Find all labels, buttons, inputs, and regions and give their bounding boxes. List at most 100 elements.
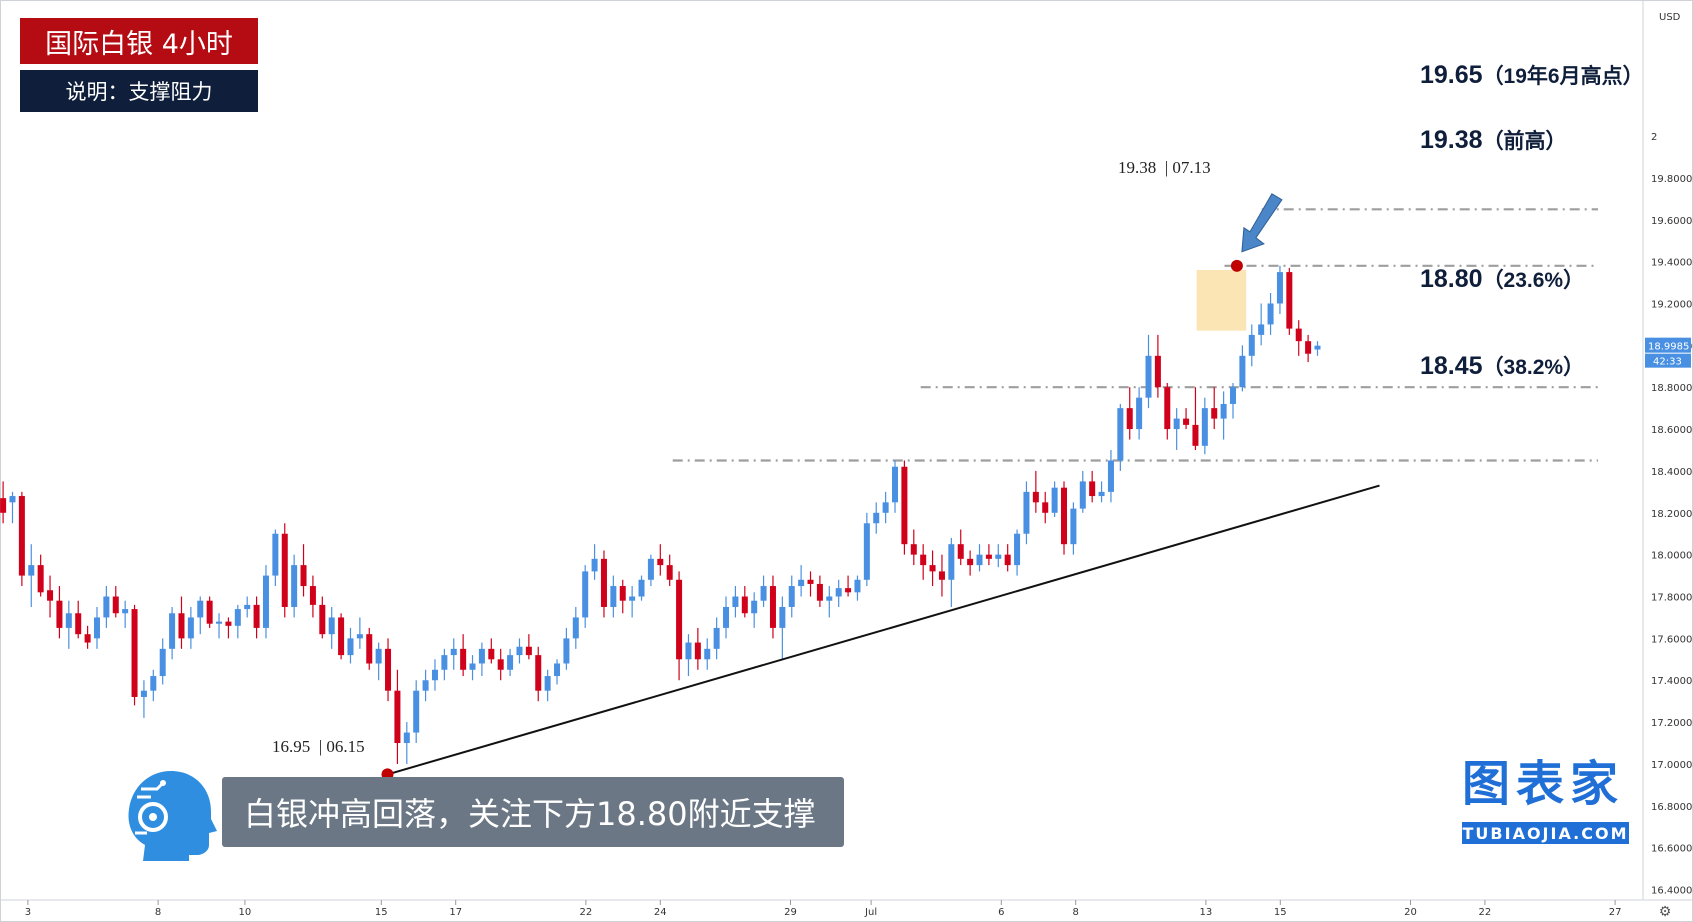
candle — [713, 617, 720, 660]
candle — [1258, 303, 1265, 346]
robot-head-icon — [128, 771, 217, 861]
candle — [1286, 267, 1293, 335]
candle — [497, 648, 504, 681]
candle — [1098, 481, 1105, 503]
candle — [873, 502, 880, 534]
candle-body — [788, 586, 795, 607]
candle — [1173, 408, 1180, 450]
candle — [281, 523, 288, 618]
candle — [1023, 481, 1030, 545]
candle — [769, 575, 776, 639]
candle-body — [1042, 502, 1049, 513]
candle — [854, 575, 861, 601]
candle — [826, 586, 833, 618]
candle — [1295, 320, 1302, 356]
candle — [1145, 334, 1152, 409]
candle-body — [572, 617, 579, 639]
candle-body — [47, 590, 54, 601]
candle — [1211, 387, 1218, 430]
x-tick-label: 8 — [155, 907, 161, 918]
candle — [1014, 529, 1021, 576]
candle — [253, 596, 260, 639]
y-tick-label: 19.2000 — [1651, 299, 1692, 310]
y-tick-label: 17.6000 — [1651, 634, 1692, 645]
candle — [28, 544, 35, 607]
candle-body — [37, 565, 44, 593]
candle-body — [140, 690, 147, 697]
candle — [863, 512, 870, 587]
candle — [807, 571, 814, 597]
candle-body — [863, 523, 870, 580]
candle-body — [826, 596, 833, 601]
candle-body — [234, 609, 241, 626]
candle-body — [9, 496, 16, 503]
candle — [112, 586, 119, 618]
candle-body — [1183, 418, 1190, 425]
candle — [544, 669, 551, 702]
candle-body — [206, 600, 213, 624]
candle-body — [1126, 408, 1133, 430]
candle — [460, 634, 467, 677]
candle-body — [647, 558, 654, 580]
candle-body — [995, 554, 1002, 559]
candle-body — [666, 565, 673, 580]
candle-body — [713, 627, 720, 649]
candle — [554, 659, 561, 685]
candle-body — [93, 617, 100, 639]
candle — [93, 606, 100, 649]
candle — [1229, 383, 1237, 419]
settings-gear-icon[interactable]: ⚙ — [1659, 904, 1672, 920]
candle — [272, 529, 279, 587]
candle — [816, 575, 823, 607]
candle — [694, 627, 701, 670]
candle-body — [131, 609, 138, 697]
candle — [1314, 341, 1321, 356]
candle-body — [1258, 324, 1265, 335]
candle — [957, 529, 964, 566]
candle-body — [497, 659, 504, 670]
candle-body — [1145, 355, 1152, 398]
candle-body — [488, 648, 495, 660]
highlight-box-layer — [1196, 270, 1247, 331]
candle — [835, 579, 842, 607]
candle-body — [1004, 554, 1011, 566]
pointer-arrow-icon — [1241, 193, 1283, 253]
candle-body — [197, 600, 204, 618]
x-tick-label: 17 — [449, 907, 462, 918]
candle — [291, 554, 298, 618]
time-axis: 3 8 10 15 17 22 24 29 Jul 6 8 13 15 20 22 27 ⚙ — [0, 899, 1693, 920]
candle — [431, 659, 438, 691]
candle-body — [1229, 387, 1237, 404]
candle-body — [544, 676, 551, 691]
candle — [1032, 470, 1039, 513]
candle-body — [262, 575, 269, 628]
candle — [187, 606, 194, 649]
trendline-layer — [387, 484, 1380, 776]
y-tick-label: 18.2000 — [1651, 509, 1692, 520]
candle-body — [1286, 272, 1293, 329]
level-label-1938: 19.38（前高） — [1420, 126, 1567, 154]
candle-body — [18, 496, 25, 576]
y-tick-label: 17.8000 — [1651, 593, 1692, 604]
candle-body — [347, 638, 354, 656]
summary-banner: 白银冲高回落，关注下方18.80附近支撑 — [222, 777, 844, 847]
x-tick-label: 22 — [1479, 907, 1492, 918]
x-tick-label: 29 — [784, 907, 797, 918]
candle-body — [28, 565, 35, 576]
candle-body — [112, 596, 119, 614]
candle-body — [272, 533, 279, 576]
candle — [563, 627, 570, 670]
candle-body — [366, 634, 373, 664]
y-tick-label: 17.2000 — [1651, 718, 1692, 729]
candle — [1126, 387, 1133, 440]
candle — [65, 600, 72, 649]
candle — [441, 648, 448, 681]
candle — [422, 669, 429, 702]
candle-body — [0, 498, 7, 513]
candle-body — [976, 554, 983, 566]
y-tick-label: 18.4000 — [1651, 467, 1692, 478]
candle-body — [431, 669, 438, 681]
candle-body — [1061, 487, 1068, 545]
candle-body — [478, 648, 485, 664]
